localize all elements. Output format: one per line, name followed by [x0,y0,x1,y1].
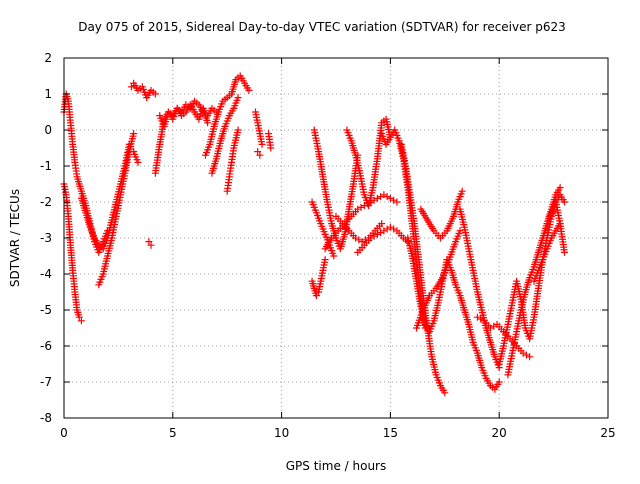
data-point-interp [377,229,385,237]
series-arc-s [321,191,401,253]
series-arc-p [308,256,329,300]
x-tick-label: 0 [60,426,68,440]
data-point [458,187,466,195]
data-point [77,317,85,325]
data-point [234,94,242,102]
series-arc-b [60,180,85,325]
data-point [393,198,401,206]
y-axis-label: SDTVAR / TECUs [8,189,22,287]
data-point [556,184,564,192]
series-arc-u [343,115,394,210]
series-arc-v [354,223,412,256]
data-point [321,256,329,264]
x-tick-label: 15 [383,426,398,440]
data-point [386,223,394,231]
series-arc-d [95,130,138,289]
series-arc-aa [417,187,466,242]
series-arc-ab [443,256,503,393]
x-axis-label: GPS time / hours [286,459,387,473]
data-point-interp [522,351,530,359]
data-point [380,191,388,199]
data-point [234,126,242,134]
y-tick-label: -5 [40,303,52,317]
y-tick-label: -4 [40,267,52,281]
series-arc-o [265,130,275,152]
y-tick-label: -3 [40,231,52,245]
y-tick-labels: -8 -7 -6 -5 -4 -3 -2 -1 0 1 2 [40,51,52,425]
series-arc-i [156,101,212,130]
data-point-interp [355,236,363,244]
data-points [60,72,568,397]
data-point [378,220,386,228]
data-point-interp [390,225,398,233]
series-arc-n [254,148,264,159]
series-arc-af [504,184,564,379]
data-point [560,198,568,206]
y-tick-label: 1 [44,87,52,101]
series-arc-t [332,212,386,246]
y-tick-label: -8 [40,411,52,425]
data-point [130,130,138,138]
data-point [456,227,464,235]
data-point [254,148,262,156]
data-point [145,238,153,246]
series-arc-f [130,148,142,166]
chart-title: Day 075 of 2015, Sidereal Day-to-day VTE… [78,20,566,34]
x-tick-label: 25 [600,426,615,440]
y-tick-label: -1 [40,159,52,173]
data-point-interp [390,196,398,204]
data-point [127,83,135,91]
data-point [267,144,275,152]
y-tick-label: 2 [44,51,52,65]
y-tick-label: -6 [40,339,52,353]
data-point [134,158,142,166]
x-tick-labels: 0 5 10 15 20 25 [60,426,615,440]
data-point [204,119,212,127]
x-tick-label: 20 [492,426,507,440]
data-point [312,292,320,300]
data-point [245,86,253,94]
series-arc-e [127,79,159,102]
x-tick-label: 10 [274,426,289,440]
data-point [560,248,568,256]
data-point [373,194,381,202]
series-arc-a [60,90,112,256]
series-arc-j [201,72,253,159]
series-arc-k [208,94,242,177]
data-point [386,194,394,202]
series-arc-ag [530,220,568,285]
data-point [495,378,503,386]
series-arc-ah [543,191,568,228]
data-point-interp [377,193,385,201]
series-arc-z [413,227,464,332]
data-point [526,353,534,361]
axis-ticks [63,57,609,419]
data-point [147,241,155,249]
data-point-interp [383,225,391,233]
data-point-interp [357,203,365,211]
data-point [441,389,449,397]
data-point [380,227,388,235]
y-tick-label: -2 [40,195,52,209]
series-arc-x [397,140,449,397]
y-tick-label: -7 [40,375,52,389]
data-point [258,140,266,148]
series-arc-g [145,238,155,249]
data-point [256,151,264,159]
data-point [330,252,338,260]
data-point-interp [383,193,391,201]
y-tick-label: 0 [44,123,52,137]
series-arc-m [251,108,266,148]
data-point [75,313,83,321]
x-tick-label: 5 [169,426,177,440]
series-arc-l [223,126,242,195]
data-point [151,90,159,98]
